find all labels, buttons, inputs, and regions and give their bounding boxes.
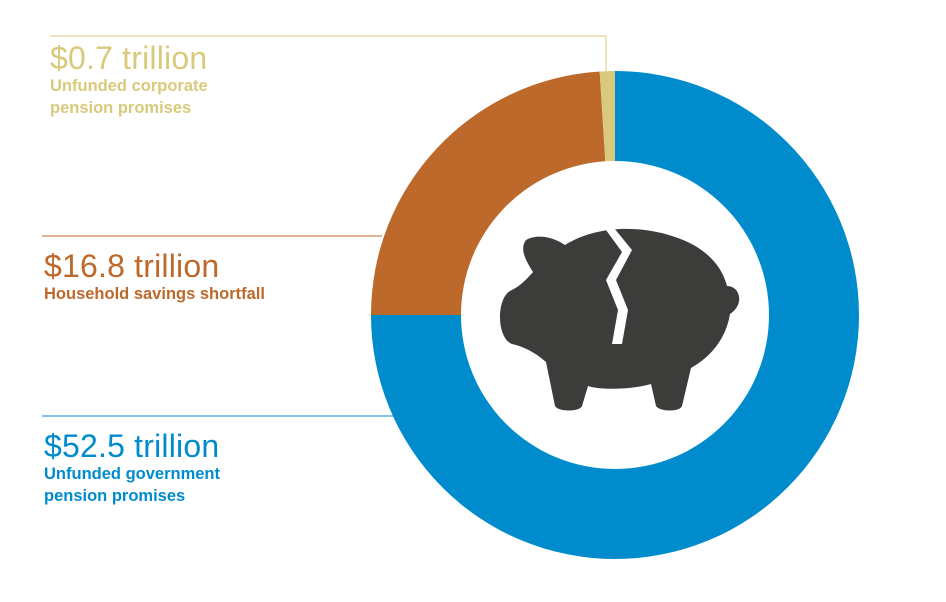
label-government: $52.5 trillion Unfunded government pensi… bbox=[44, 428, 220, 507]
slice-household bbox=[371, 71, 606, 315]
label-corporate: $0.7 trillion Unfunded corporate pension… bbox=[50, 40, 208, 119]
broken-piggy-bank-icon bbox=[500, 228, 740, 411]
label-household-desc-line1: Household savings shortfall bbox=[44, 285, 265, 303]
label-corporate-value: $0.7 trillion bbox=[50, 40, 208, 76]
label-corporate-desc-line1: Unfunded corporate bbox=[50, 77, 208, 95]
label-government-desc-line2: pension promises bbox=[44, 487, 186, 505]
crack-line-icon bbox=[606, 228, 632, 344]
label-household-value: $16.8 trillion bbox=[44, 248, 220, 284]
donut-slices bbox=[371, 71, 859, 559]
label-household: $16.8 trillion Household savings shortfa… bbox=[44, 248, 265, 305]
label-government-desc-line1: Unfunded government bbox=[44, 465, 220, 483]
slice-corporate bbox=[599, 71, 615, 162]
label-corporate-desc-line2: pension promises bbox=[50, 99, 192, 117]
leader-line-corporate bbox=[50, 35, 607, 71]
slice-government bbox=[371, 71, 859, 559]
label-government-value: $52.5 trillion bbox=[44, 428, 220, 464]
